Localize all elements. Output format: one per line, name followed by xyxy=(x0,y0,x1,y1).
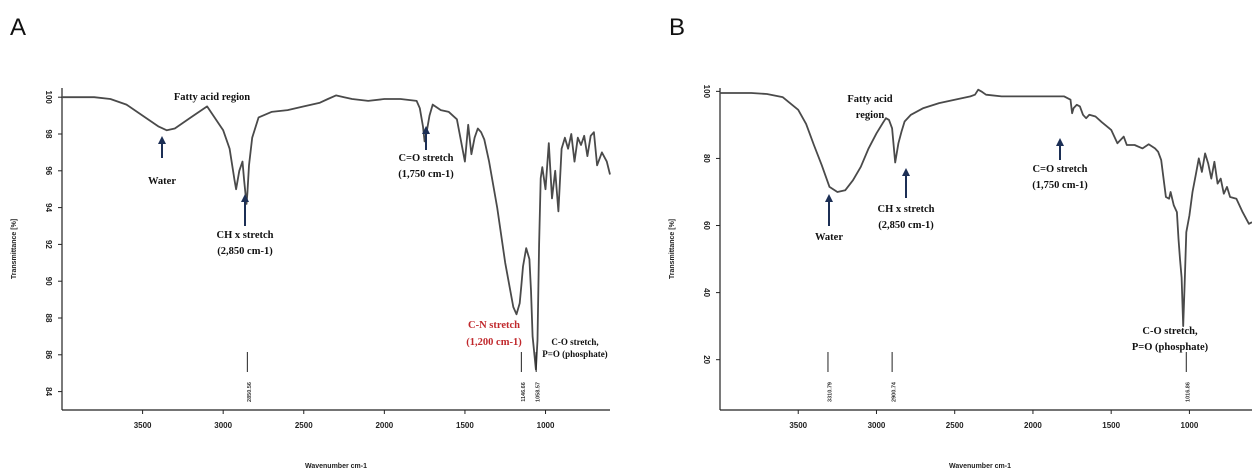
annotation-sublabel: (2,850 cm-1) xyxy=(217,246,273,257)
annotation-label: C=O stretch xyxy=(398,153,453,164)
x-tick-label: 1000 xyxy=(537,421,555,430)
x-tick-label: 3500 xyxy=(134,421,152,430)
annotation-sublabel: P=O (phosphate) xyxy=(1132,342,1209,353)
annotation-label: Water xyxy=(815,232,843,243)
x-tick-label: 2500 xyxy=(946,421,964,430)
annotation-label: Fatty acid region xyxy=(174,92,250,103)
x-axis-label: Wavenumber cm-1 xyxy=(949,463,1011,470)
x-tick-label: 3000 xyxy=(868,421,886,430)
annotation-sublabel: (1,750 cm-1) xyxy=(1032,180,1088,191)
x-tick-label: 2000 xyxy=(1024,421,1042,430)
annotation-label: C-O stretch, xyxy=(551,337,598,347)
x-axis-label: Wavenumber cm-1 xyxy=(305,463,367,470)
y-tick-label: 100 xyxy=(44,91,53,105)
annotation-sublabel: region xyxy=(856,110,885,121)
peak-label: 1058.57 xyxy=(536,382,542,402)
peak-label: 1016.86 xyxy=(1186,382,1192,402)
x-tick-label: 3000 xyxy=(214,421,232,430)
chart-panel-a: 100 98 96 94 92 90 88 86 84 3500 3000 2500 2000 1500 1… xyxy=(11,88,611,470)
peak-label: 1146.66 xyxy=(521,382,527,402)
y-tick-label: 84 xyxy=(44,387,53,396)
y-tick-label: 20 xyxy=(702,355,711,364)
y-tick-label: 100 xyxy=(702,85,711,99)
peak-label: 3310.79 xyxy=(827,382,833,402)
spectrum-line xyxy=(720,88,1252,327)
annotation-label: CH x stretch xyxy=(878,204,935,215)
y-tick-label: 98 xyxy=(44,130,53,139)
panel-label-a: A xyxy=(10,14,27,41)
y-tick-label: 96 xyxy=(44,166,53,175)
y-tick-label: 80 xyxy=(702,154,711,163)
annotation-sublabel: (1,200 cm-1) xyxy=(466,337,522,348)
annotation-label: Water xyxy=(148,176,176,187)
x-tick-label: 1000 xyxy=(1181,421,1199,430)
panel-label-b: B xyxy=(669,14,686,41)
y-tick-label: 92 xyxy=(44,240,53,249)
y-tick-label: 60 xyxy=(702,221,711,230)
annotation-sublabel: P=O (phosphate) xyxy=(542,349,607,359)
x-tick-label: 2000 xyxy=(375,421,393,430)
y-tick-label: 88 xyxy=(44,314,53,323)
annotation-sublabel: (1,750 cm-1) xyxy=(398,169,454,180)
y-tick-label: 90 xyxy=(44,277,53,286)
x-tick-label: 1500 xyxy=(1102,421,1120,430)
y-tick-label: 86 xyxy=(44,350,53,359)
annotation-label: C=O stretch xyxy=(1032,164,1087,175)
annotation-label: CH x stretch xyxy=(217,230,274,241)
chart-panel-b: 100 80 60 40 20 3500 3000 2500 2000 1500 1000 Waven… xyxy=(669,85,1252,470)
peak-label: 2850.56 xyxy=(247,382,253,402)
x-tick-label: 1500 xyxy=(456,421,474,430)
y-axis-label: Transmittance [%] xyxy=(669,219,676,279)
annotation-label: C-N stretch xyxy=(468,320,520,331)
spectrum-line xyxy=(62,94,611,371)
peak-label: 2900.74 xyxy=(892,381,898,402)
annotation-sublabel: (2,850 cm-1) xyxy=(878,220,934,231)
y-tick-label: 94 xyxy=(44,203,53,212)
annotation-label: Fatty acid xyxy=(847,94,892,105)
y-tick-label: 40 xyxy=(702,288,711,297)
annotation-label: C-O stretch, xyxy=(1142,326,1198,337)
x-tick-label: 3500 xyxy=(789,421,807,430)
y-axis-label: Transmittance [%] xyxy=(11,219,18,279)
x-tick-label: 2500 xyxy=(295,421,313,430)
